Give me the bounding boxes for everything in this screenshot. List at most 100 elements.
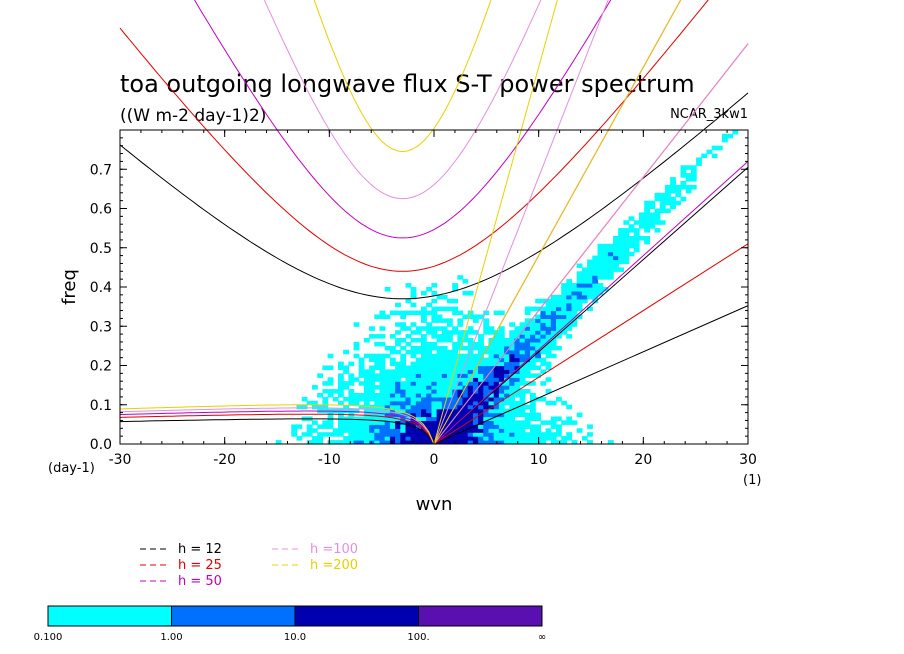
contour-cell <box>514 432 521 437</box>
contour-cell <box>389 420 396 425</box>
contour-cell <box>545 330 552 335</box>
contour-cell <box>369 440 375 444</box>
contour-cell <box>696 157 702 162</box>
contour-cell <box>415 412 422 418</box>
contour-cell <box>483 420 490 425</box>
contour-cell <box>488 408 495 414</box>
contour-cell <box>421 389 427 394</box>
contour-cell <box>530 440 536 444</box>
contour-cell <box>374 314 381 319</box>
contour-cell <box>576 279 583 284</box>
contour-cell <box>369 385 375 390</box>
contour-cell <box>452 349 458 355</box>
contour-cell <box>665 196 671 202</box>
contour-cell <box>421 420 427 425</box>
contour-cell <box>363 393 370 398</box>
contour-cell <box>436 349 443 355</box>
contour-cell <box>478 385 484 390</box>
contour-cell <box>639 220 645 225</box>
contour-cell <box>415 377 422 382</box>
contour-cell <box>613 251 619 257</box>
contour-cell <box>395 393 401 398</box>
contour-cell <box>581 283 588 288</box>
contour-cell <box>498 389 505 394</box>
contour-cell <box>436 416 443 421</box>
contour-cell <box>384 420 391 425</box>
contour-cell <box>301 404 308 410</box>
contour-cell <box>561 294 567 300</box>
contour-cell <box>452 287 458 292</box>
contour-cell <box>472 432 479 437</box>
contour-cell <box>493 349 500 355</box>
contour-cell <box>509 349 516 355</box>
contour-cell <box>545 322 552 327</box>
contour-cell <box>436 353 443 359</box>
contour-cell <box>493 404 500 410</box>
contour-cell <box>623 228 630 233</box>
contour-cell <box>410 345 417 351</box>
contour-cell <box>343 349 349 355</box>
contour-cell <box>514 349 521 355</box>
contour-cell <box>478 338 484 343</box>
contour-cell <box>426 377 432 382</box>
contour-cell <box>566 318 573 323</box>
contour-cell <box>431 369 438 374</box>
contour-cell <box>530 436 536 441</box>
contour-cell <box>441 400 448 406</box>
contour-cell <box>431 400 438 406</box>
contour-cell <box>509 353 516 359</box>
contour-cell <box>587 267 593 272</box>
contour-cell <box>452 341 458 347</box>
contour-cell <box>441 416 448 421</box>
contour-cell <box>514 353 521 359</box>
contour-cell <box>431 396 438 402</box>
contour-cell <box>665 188 671 194</box>
contour-cell <box>519 393 526 398</box>
contour-cell <box>436 393 443 398</box>
contour-cell <box>504 385 510 390</box>
contour-cell <box>504 389 510 394</box>
contour-cell <box>493 400 500 406</box>
contour-cell <box>597 275 604 280</box>
contour-cell <box>405 385 412 390</box>
contour-cell <box>587 424 593 429</box>
contour-cell <box>556 440 562 444</box>
contour-cell <box>488 400 495 406</box>
contour-cell <box>498 326 505 331</box>
contour-cell <box>348 393 355 398</box>
contour-cell <box>457 322 464 327</box>
contour-cell <box>462 369 469 374</box>
contour-cell <box>597 263 604 268</box>
contour-cell <box>421 361 427 367</box>
contour-cell <box>504 393 510 398</box>
contour-cell <box>493 373 500 378</box>
contour-cell <box>343 365 349 370</box>
contour-cell <box>452 393 458 398</box>
contour-cell <box>426 436 432 441</box>
contour-cell <box>556 322 562 327</box>
contour-cell <box>633 236 640 241</box>
contour-cell <box>602 271 609 276</box>
contour-cell <box>483 326 490 331</box>
contour-cell <box>322 365 329 370</box>
contour-cell <box>410 338 417 343</box>
contour-cell <box>452 306 458 312</box>
contour-cell <box>493 416 500 421</box>
contour-cell <box>358 393 365 398</box>
contour-cell <box>447 369 453 374</box>
contour-cell <box>581 294 588 300</box>
contour-cell <box>545 428 552 433</box>
contour-cell <box>524 365 531 370</box>
contour-cell <box>431 420 438 425</box>
contour-cell <box>457 416 464 421</box>
contour-cell <box>467 396 474 402</box>
contour-cell <box>369 377 375 382</box>
contour-cell <box>405 341 412 347</box>
contour-cell <box>384 377 391 382</box>
contour-cell <box>415 428 422 433</box>
contour-cell <box>426 420 432 425</box>
contour-cell <box>597 243 604 249</box>
contour-cell <box>379 365 386 370</box>
contour-cell <box>374 400 381 406</box>
contour-cell <box>358 436 365 441</box>
